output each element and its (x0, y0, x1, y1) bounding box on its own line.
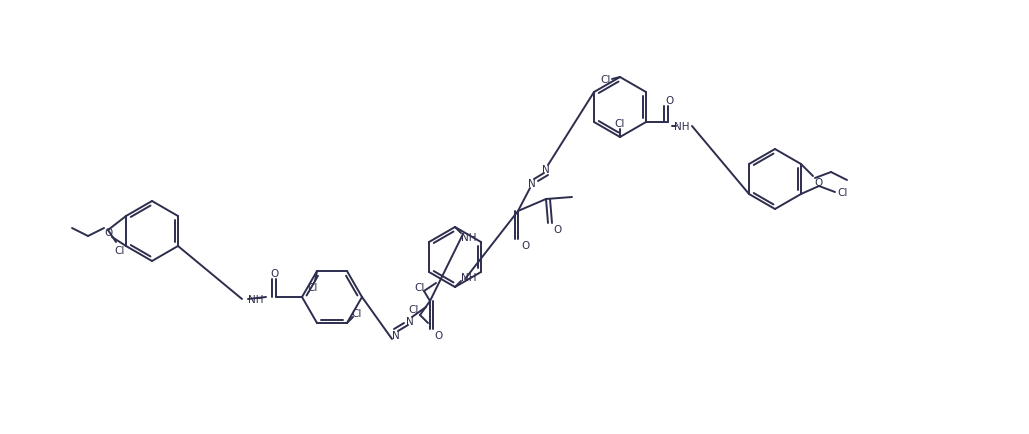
Text: O: O (815, 178, 823, 187)
Text: O: O (521, 240, 529, 250)
Text: Cl: Cl (838, 187, 848, 197)
Text: Cl: Cl (308, 283, 318, 293)
Text: N: N (542, 164, 549, 174)
Text: Cl: Cl (352, 308, 362, 318)
Text: Cl: Cl (601, 75, 611, 85)
Text: N: N (406, 316, 414, 326)
Text: N: N (528, 178, 536, 188)
Text: Cl: Cl (614, 119, 626, 129)
Text: O: O (104, 227, 112, 237)
Text: O: O (553, 224, 561, 234)
Text: Cl: Cl (409, 304, 419, 314)
Text: Cl: Cl (115, 246, 126, 256)
Text: NH: NH (461, 233, 476, 243)
Text: NH: NH (461, 273, 476, 283)
Text: O: O (666, 96, 674, 106)
Text: O: O (434, 330, 442, 340)
Text: NH: NH (674, 122, 689, 132)
Text: Cl: Cl (415, 283, 425, 293)
Text: NH: NH (248, 294, 263, 304)
Text: O: O (270, 268, 278, 278)
Text: N: N (392, 330, 400, 340)
